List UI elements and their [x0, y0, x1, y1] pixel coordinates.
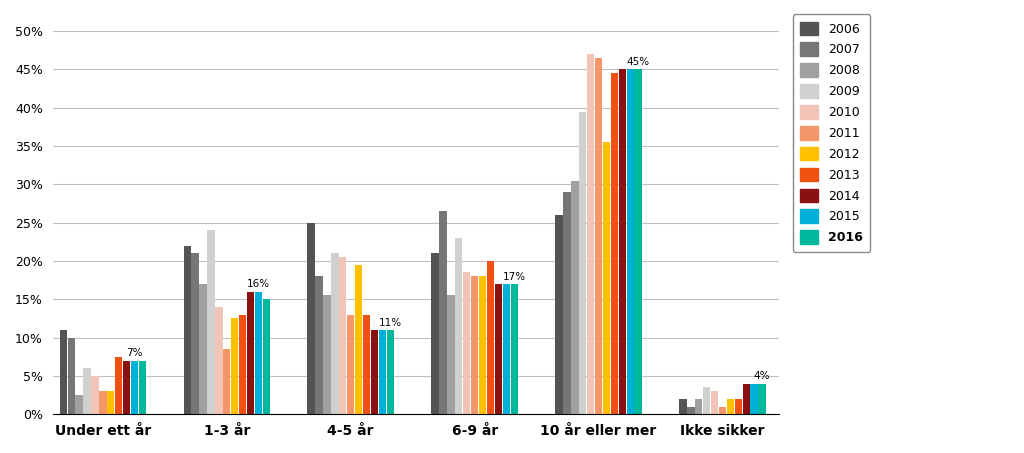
Bar: [339, 257, 346, 414]
Bar: [511, 284, 518, 414]
Bar: [687, 407, 694, 414]
Bar: [479, 276, 486, 414]
Text: 45%: 45%: [627, 57, 649, 67]
Bar: [455, 238, 463, 414]
Text: 16%: 16%: [247, 280, 270, 289]
Bar: [355, 265, 362, 414]
Bar: [371, 330, 378, 414]
Bar: [59, 330, 67, 414]
Bar: [587, 54, 594, 414]
Bar: [719, 407, 726, 414]
Bar: [91, 376, 98, 414]
Bar: [703, 387, 711, 414]
Bar: [183, 246, 190, 414]
Bar: [618, 69, 626, 414]
Bar: [331, 253, 339, 414]
Bar: [727, 399, 734, 414]
Bar: [610, 73, 618, 414]
Bar: [439, 211, 446, 414]
Bar: [115, 357, 122, 414]
Bar: [200, 284, 207, 414]
Bar: [76, 395, 83, 414]
Bar: [603, 142, 610, 414]
Bar: [123, 361, 130, 414]
Bar: [627, 69, 634, 414]
Bar: [247, 292, 254, 414]
Bar: [431, 253, 438, 414]
Text: 17%: 17%: [503, 272, 525, 282]
Bar: [495, 284, 502, 414]
Bar: [579, 111, 587, 414]
Bar: [315, 276, 323, 414]
Bar: [307, 223, 314, 414]
Bar: [362, 315, 371, 414]
Bar: [463, 273, 470, 414]
Bar: [108, 391, 115, 414]
Bar: [751, 384, 758, 414]
Bar: [138, 361, 146, 414]
Bar: [239, 315, 246, 414]
Bar: [734, 399, 742, 414]
Bar: [347, 315, 354, 414]
Bar: [742, 384, 750, 414]
Bar: [99, 391, 106, 414]
Bar: [231, 318, 239, 414]
Bar: [83, 368, 91, 414]
Bar: [387, 330, 394, 414]
Bar: [635, 69, 642, 414]
Bar: [255, 292, 262, 414]
Bar: [555, 215, 563, 414]
Bar: [695, 399, 702, 414]
Bar: [486, 261, 495, 414]
Bar: [503, 284, 510, 414]
Bar: [759, 384, 766, 414]
Bar: [207, 230, 215, 414]
Bar: [471, 276, 478, 414]
Bar: [215, 307, 222, 414]
Bar: [379, 330, 386, 414]
Text: 4%: 4%: [754, 371, 770, 381]
Bar: [447, 295, 455, 414]
Bar: [131, 361, 138, 414]
Bar: [711, 391, 718, 414]
Legend: 2006, 2007, 2008, 2009, 2010, 2011, 2012, 2013, 2014, 2015, 2016: 2006, 2007, 2008, 2009, 2010, 2011, 2012…: [793, 14, 870, 252]
Bar: [262, 299, 270, 414]
Bar: [191, 253, 199, 414]
Bar: [324, 295, 331, 414]
Bar: [68, 337, 75, 414]
Text: 11%: 11%: [379, 318, 401, 328]
Bar: [679, 399, 687, 414]
Text: 7%: 7%: [126, 348, 142, 358]
Bar: [223, 349, 230, 414]
Bar: [571, 180, 579, 414]
Bar: [563, 192, 570, 414]
Bar: [595, 58, 602, 414]
